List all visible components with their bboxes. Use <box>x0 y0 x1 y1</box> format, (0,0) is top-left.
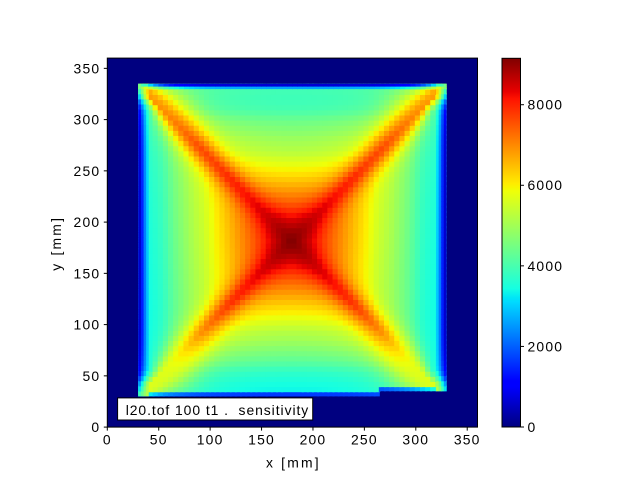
svg-text:2000: 2000 <box>528 338 564 354</box>
svg-text:x [mm]: x [mm] <box>266 454 321 470</box>
svg-text:150: 150 <box>74 265 101 281</box>
svg-text:0: 0 <box>103 431 112 447</box>
svg-text:4000: 4000 <box>528 258 564 274</box>
svg-text:6000: 6000 <box>528 177 564 193</box>
svg-text:300: 300 <box>74 112 101 128</box>
svg-text:250: 250 <box>74 163 101 179</box>
svg-text:350: 350 <box>454 431 481 447</box>
svg-text:350: 350 <box>74 60 101 76</box>
svg-text:150: 150 <box>248 431 275 447</box>
svg-text:y [mm]: y [mm] <box>48 216 64 271</box>
svg-text:250: 250 <box>351 431 378 447</box>
svg-text:50: 50 <box>82 368 100 384</box>
svg-text:8000: 8000 <box>528 97 564 113</box>
svg-text:l20.tof 100 t1 . sensitivity: l20.tof 100 t1 . sensitivity <box>126 402 310 418</box>
svg-text:50: 50 <box>150 431 168 447</box>
svg-text:0: 0 <box>91 419 100 435</box>
svg-text:0: 0 <box>528 419 537 435</box>
svg-text:200: 200 <box>300 431 327 447</box>
svg-text:100: 100 <box>74 317 101 333</box>
svg-text:100: 100 <box>197 431 224 447</box>
svg-text:200: 200 <box>74 214 101 230</box>
svg-text:300: 300 <box>402 431 429 447</box>
